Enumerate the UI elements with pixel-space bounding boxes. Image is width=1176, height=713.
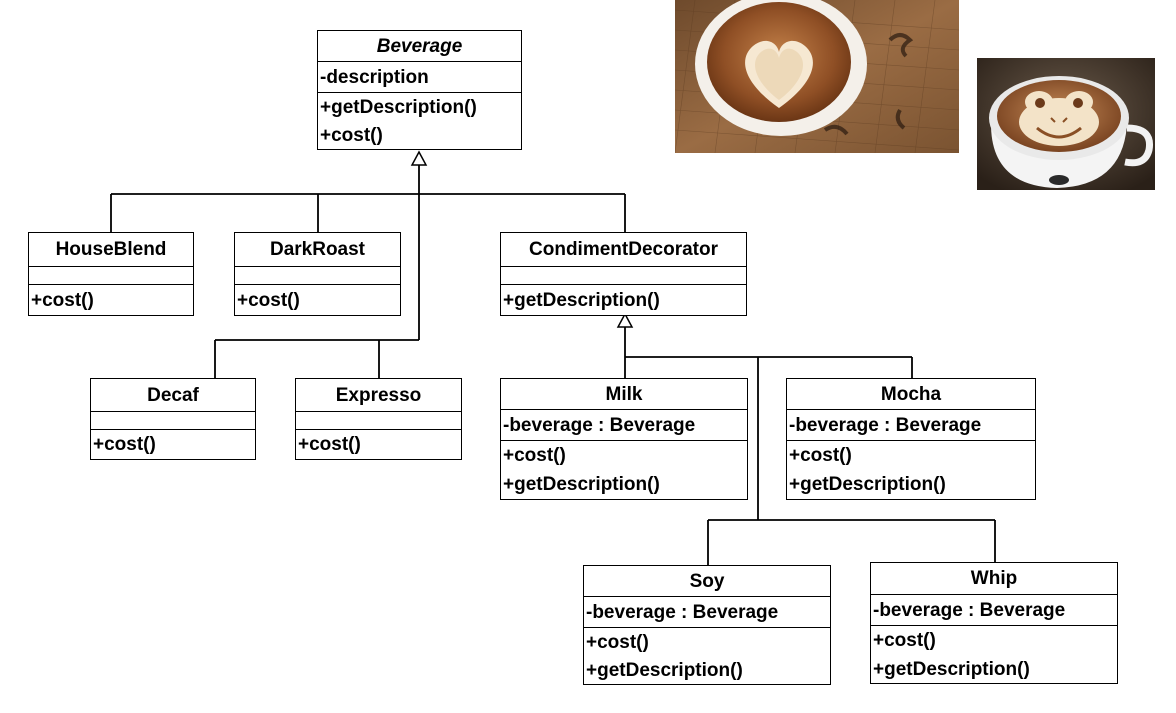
- attribute: -beverage : Beverage: [789, 414, 982, 436]
- class-name: Soy: [584, 566, 830, 597]
- class-operations: +getDescription() +cost(): [318, 93, 521, 149]
- class-attributes: [91, 412, 255, 430]
- latte-monkey-photo: [977, 58, 1155, 190]
- class-operations: +cost() +getDescription(): [871, 626, 1117, 684]
- operation: +getDescription(): [873, 659, 1030, 680]
- class-name: Whip: [871, 563, 1117, 595]
- generalization-arrow-beverage: [410, 150, 428, 166]
- class-operations: +cost(): [91, 430, 255, 459]
- class-condimentdecorator: CondimentDecorator +getDescription(): [500, 232, 747, 316]
- class-whip: Whip -beverage : Beverage +cost() +getDe…: [870, 562, 1118, 684]
- operation: +getDescription(): [503, 289, 660, 311]
- class-name: Mocha: [787, 379, 1035, 410]
- class-decaf: Decaf +cost(): [90, 378, 256, 460]
- operation: +cost(): [320, 124, 383, 146]
- class-name: HouseBlend: [29, 233, 193, 267]
- operation: +cost(): [237, 289, 300, 311]
- operation: +getDescription(): [789, 474, 946, 495]
- latte-heart-photo: [675, 0, 959, 153]
- class-darkroast: DarkRoast +cost(): [234, 232, 401, 316]
- class-mocha: Mocha -beverage : Beverage +cost() +getD…: [786, 378, 1036, 500]
- class-operations: +cost() +getDescription(): [584, 628, 830, 684]
- attribute: -beverage : Beverage: [873, 599, 1066, 621]
- class-attributes: [29, 267, 193, 285]
- operation: +cost(): [93, 434, 156, 455]
- operation: +getDescription(): [586, 659, 743, 681]
- operation: +cost(): [503, 445, 566, 466]
- class-attributes: [235, 267, 400, 285]
- class-operations: +getDescription(): [501, 285, 746, 315]
- operation: +cost(): [586, 631, 649, 653]
- attribute: -description: [320, 66, 429, 88]
- class-name: Milk: [501, 379, 747, 410]
- class-operations: +cost(): [235, 285, 400, 315]
- class-attributes: [501, 267, 746, 285]
- class-milk: Milk -beverage : Beverage +cost() +getDe…: [500, 378, 748, 500]
- class-beverage: Beverage -description +getDescription() …: [317, 30, 522, 150]
- class-soy: Soy -beverage : Beverage +cost() +getDes…: [583, 565, 831, 685]
- class-operations: +cost(): [29, 285, 193, 315]
- class-attributes: -description: [318, 62, 521, 93]
- class-operations: +cost() +getDescription(): [787, 441, 1035, 499]
- class-attributes: -beverage : Beverage: [501, 410, 747, 441]
- operation: +cost(): [298, 434, 361, 455]
- class-attributes: -beverage : Beverage: [787, 410, 1035, 441]
- class-houseblend: HouseBlend +cost(): [28, 232, 194, 316]
- class-expresso: Expresso +cost(): [295, 378, 462, 460]
- generalization-arrow-condiment: [616, 312, 634, 328]
- operation: +getDescription(): [320, 96, 477, 118]
- attribute: -beverage : Beverage: [586, 601, 779, 623]
- class-attributes: -beverage : Beverage: [871, 595, 1117, 626]
- operation: +cost(): [873, 630, 936, 651]
- class-name: Beverage: [318, 31, 521, 62]
- class-operations: +cost() +getDescription(): [501, 441, 747, 499]
- operation: +cost(): [789, 445, 852, 466]
- class-operations: +cost(): [296, 430, 461, 459]
- operation: +cost(): [31, 289, 94, 311]
- latte-heart-image: [675, 0, 959, 153]
- class-name: CondimentDecorator: [501, 233, 746, 267]
- class-name: DarkRoast: [235, 233, 400, 267]
- class-attributes: [296, 412, 461, 430]
- attribute: -beverage : Beverage: [503, 414, 696, 436]
- operation: +getDescription(): [503, 474, 660, 495]
- class-attributes: -beverage : Beverage: [584, 597, 830, 628]
- class-name: Expresso: [296, 379, 461, 412]
- latte-monkey-image: [977, 58, 1155, 190]
- class-name: Decaf: [91, 379, 255, 412]
